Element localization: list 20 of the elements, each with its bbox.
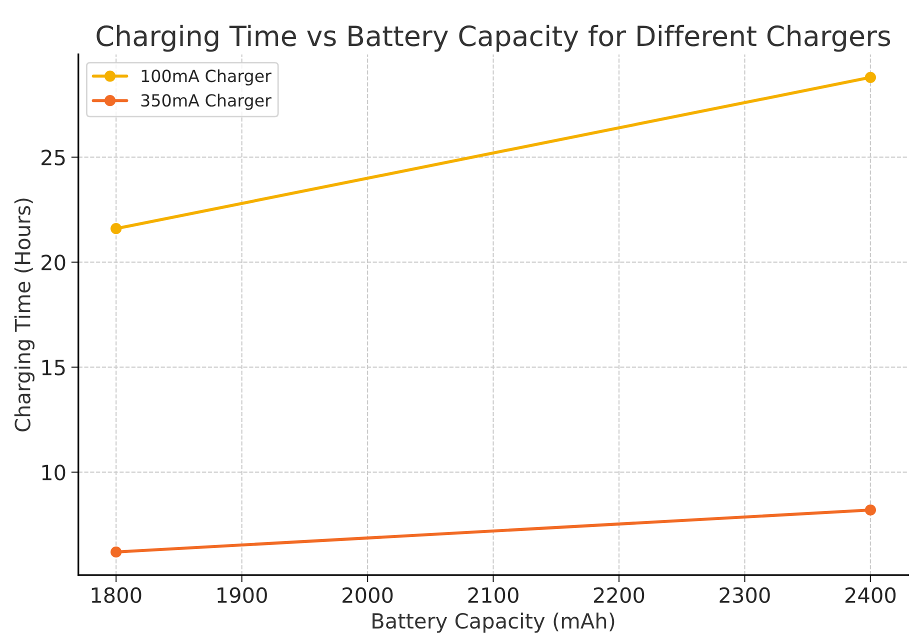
y-tick-label: 25 [42,150,65,166]
point [864,504,876,516]
point [864,72,876,83]
y-tick-label: 15 [42,360,65,376]
x-tick-label: 2300 [720,587,770,604]
y-tick-label: 20 [42,254,66,270]
point [110,546,122,558]
x-axis-title: Battery Capacity (mAh) [372,612,614,633]
point [110,223,122,234]
legend-label: 350mA Charger [141,94,272,110]
x-tick-label: 2200 [594,587,644,604]
x-tick-label: 1800 [92,587,142,604]
x-tick-label: 2400 [845,587,896,604]
chart-title: Charging Time vs Battery Capacity for Different Chargers [96,24,890,52]
x-tick-label: 1900 [218,587,267,604]
legend-label: 100mA Charger [142,69,272,86]
y-tick-label: 10 [42,464,66,480]
x-tick-label: 2100 [468,587,518,604]
x-tick-label: 2000 [342,587,393,604]
y-axis-title: Charging Time (Hours) [14,198,34,432]
